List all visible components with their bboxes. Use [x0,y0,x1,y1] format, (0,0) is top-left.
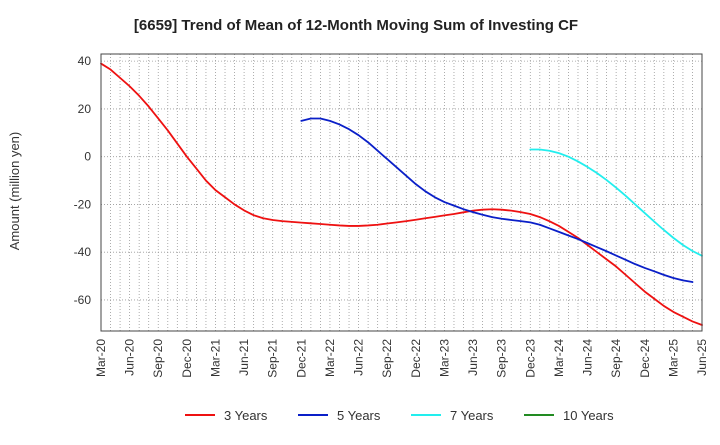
series-line [300,117,694,283]
x-tick-label: Dec-21 [294,339,308,378]
series-line [100,62,703,326]
legend-label: 10 Years [563,408,614,423]
legend: 3 Years 5 Years 7 Years 10 Years [185,408,614,423]
y-tick-label: 40 [78,54,92,68]
x-tick-label: Dec-22 [409,339,423,378]
plot-frame [100,53,703,332]
x-tick-label: Mar-24 [552,339,566,377]
x-tick-label: Sep-20 [151,339,165,378]
x-tick-label: Mar-22 [323,339,337,377]
x-tick-label: Jun-20 [123,339,137,376]
x-tick-label: Mar-20 [94,339,108,377]
grid [101,54,702,331]
x-tick-label: Sep-23 [495,339,509,378]
x-tick-labels: Mar-20 Jun-20 Sep-20 Dec-20 Mar-21 Jun-21 Sep-… [94,339,709,378]
x-tick-label: Dec-24 [638,339,652,378]
x-tick-label: Mar-23 [437,339,451,377]
x-tick-label: Mar-21 [208,339,222,377]
x-tick-label: Dec-23 [523,339,537,378]
y-tick-label: 20 [78,102,92,116]
x-tick-label: Sep-24 [609,339,623,378]
legend-label: 7 Years [450,408,494,423]
y-tick-label: -60 [74,293,92,307]
y-tick-labels: 40 20 0 -20 -40 -60 [74,54,92,307]
x-tick-label: Jun-21 [237,339,251,376]
x-tick-label: Jun-24 [581,339,595,376]
x-tick-label: Sep-22 [380,339,394,378]
x-tick-label: Jun-25 [695,339,709,376]
series-line [529,148,703,257]
y-tick-label: -20 [74,197,92,211]
y-tick-label: 0 [84,150,91,164]
x-tick-label: Jun-23 [466,339,480,376]
y-tick-label: -40 [74,245,92,259]
y-axis-label: Amount (million yen) [7,132,22,251]
legend-label: 3 Years [224,408,268,423]
legend-label: 5 Years [337,408,381,423]
x-tick-label: Jun-22 [352,339,366,376]
x-tick-label: Mar-25 [666,339,680,377]
series-group [100,62,703,326]
x-tick-label: Dec-20 [180,339,194,378]
chart-title: [6659] Trend of Mean of 12-Month Moving … [134,17,578,34]
x-tick-label: Sep-21 [266,339,280,378]
